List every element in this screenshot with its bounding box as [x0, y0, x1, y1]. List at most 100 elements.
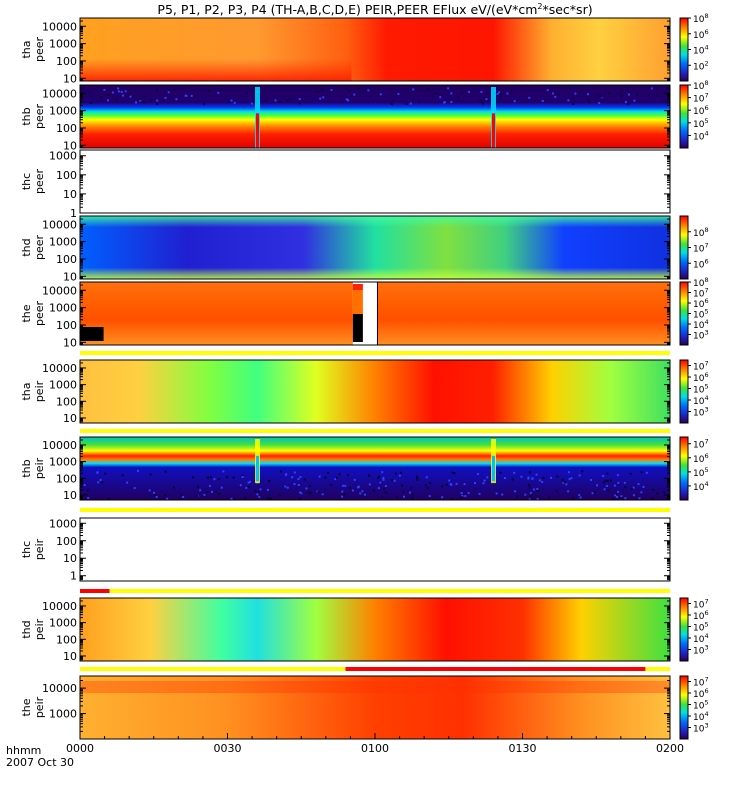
noise-speck: [245, 487, 247, 489]
noise-speck: [379, 482, 381, 484]
colorbar-tick-label: 107: [693, 242, 709, 255]
noise-speck: [267, 489, 269, 491]
noise-speck: [358, 486, 360, 488]
noise-speck: [500, 97, 502, 99]
noise-speck: [342, 485, 344, 487]
product-label: peer: [33, 104, 46, 130]
y-tick-label: 100: [56, 633, 77, 646]
noise-speck: [425, 484, 427, 486]
noise-speck: [104, 473, 106, 475]
noise-speck: [112, 92, 114, 94]
noise-speck: [416, 476, 418, 478]
noise-speck: [628, 94, 630, 96]
noise-speck: [411, 497, 413, 499]
noise-speck: [542, 100, 544, 102]
colorbar-tick-label: 105: [693, 117, 709, 130]
low-energy-band: [80, 18, 351, 81]
noise-speck: [258, 496, 260, 498]
y-tick-label: 10000: [42, 87, 77, 100]
noise-speck: [265, 100, 267, 102]
noise-speck: [382, 479, 384, 481]
noise-speck: [154, 494, 156, 496]
noise-speck: [378, 476, 380, 478]
noise-speck: [391, 479, 393, 481]
noise-speck: [249, 481, 251, 483]
noise-speck: [352, 490, 354, 492]
y-tick-label: 1000: [49, 517, 77, 530]
noise-speck: [514, 100, 516, 102]
noise-speck: [297, 478, 299, 480]
spectrogram-fill: [80, 598, 670, 661]
noise-speck: [156, 89, 158, 91]
noise-speck: [480, 91, 482, 93]
noise-speck: [164, 494, 166, 496]
noise-speck: [447, 87, 449, 89]
colorbar-the-peer: 103104105106107108: [680, 276, 709, 345]
noise-speck: [203, 494, 205, 496]
probe-label: tha: [20, 382, 33, 400]
panel-thd-peir: 10100100010000thd peir103104105106107: [20, 597, 709, 662]
product-label: peer: [33, 169, 46, 195]
noise-speck: [434, 92, 436, 94]
x-tick-label: 0100: [361, 742, 389, 755]
gap-edge-high: [353, 284, 363, 290]
colorbar-tick-label: 108: [693, 226, 709, 239]
noise-speck: [395, 473, 397, 475]
noise-speck: [479, 100, 481, 102]
noise-speck: [336, 477, 338, 479]
colorbar-scale: [680, 437, 688, 500]
noise-speck: [234, 102, 236, 104]
noise-speck: [191, 95, 193, 97]
mode-bar-tha-peir: [80, 429, 670, 433]
colorbar-scale: [680, 282, 688, 345]
noise-speck: [652, 489, 654, 491]
mode-bar-thb-peir: [80, 508, 670, 512]
noise-speck: [219, 89, 221, 91]
colorbar-tick-label: 104: [693, 44, 709, 57]
noise-speck: [100, 88, 102, 90]
noise-speck: [633, 100, 635, 102]
noise-speck: [251, 103, 253, 105]
noise-speck: [617, 482, 619, 484]
noise-speck: [460, 496, 462, 498]
noise-speck: [426, 476, 428, 478]
colorbar-tick-label: 102: [693, 59, 709, 72]
noise-speck: [196, 495, 198, 497]
noise-speck: [166, 498, 168, 500]
noise-speck: [182, 496, 184, 498]
noise-speck: [383, 488, 385, 490]
noise-speck: [516, 496, 518, 498]
noise-speck: [484, 480, 486, 482]
colorbar-the-peir: 103104105106107: [680, 675, 709, 739]
noise-speck: [496, 493, 498, 495]
y-tick-label: 10: [63, 489, 77, 502]
noise-speck: [531, 494, 533, 496]
noise-speck: [607, 489, 609, 491]
noise-speck: [617, 491, 619, 493]
x-tick-label: 0030: [214, 742, 242, 755]
noise-speck: [633, 487, 635, 489]
noise-speck: [359, 492, 361, 494]
noise-speck: [446, 484, 448, 486]
y-tick-label: 1000: [49, 456, 77, 469]
noise-speck: [137, 470, 139, 472]
mode-segment-0: [80, 667, 346, 671]
noise-speck: [327, 472, 329, 474]
noise-speck: [403, 491, 405, 493]
noise-speck: [285, 473, 287, 475]
noise-speck: [429, 495, 431, 497]
noise-speck: [97, 471, 99, 473]
probe-label: thb: [20, 107, 33, 125]
noise-speck: [590, 479, 592, 481]
noise-speck: [321, 89, 323, 91]
noise-speck: [393, 99, 395, 101]
energy-edge-band: [80, 216, 670, 279]
noise-speck: [656, 492, 658, 494]
mode-bar-thc-peir: [80, 589, 670, 593]
y-tick-label: 1000: [49, 379, 77, 392]
noise-speck: [501, 494, 503, 496]
noise-speck: [242, 476, 244, 478]
noise-speck: [268, 480, 270, 482]
y-tick-label: 100: [56, 55, 77, 68]
noise-speck: [625, 101, 627, 103]
